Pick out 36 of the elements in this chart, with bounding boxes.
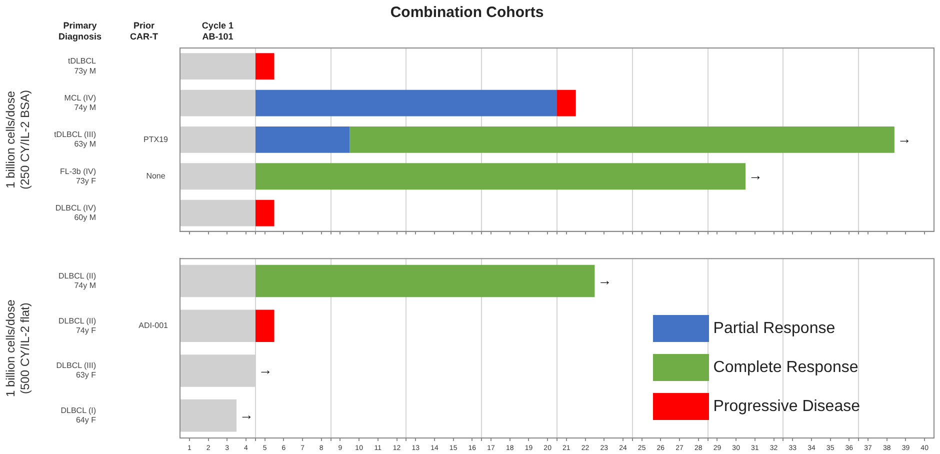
annotation: → [598,272,612,288]
text: Cycle 1 AB-101 [202,20,234,42]
annotation: → [258,362,272,378]
y-tick-label: tDLBCL (III) 63y M [54,130,96,149]
y-tick-label: FL-3b (IV) 73y F [60,166,96,186]
y-axis-title: 1 billion cells/dose (250 CY/IL-2 BSA) [4,90,32,190]
bar [180,399,237,432]
y2-tick-label: ADI-001 [138,321,169,330]
bar [255,53,274,80]
y-tick-label: DLBCL (II) 74y M [58,271,96,290]
annotation: → [240,406,254,422]
legend-label: Progressive Disease [713,398,860,416]
y2-tick-label: PTX19 [144,134,169,144]
chart-title: Combination Cohorts [390,4,544,22]
bar [255,264,595,298]
legend-label: Partial Response [713,320,836,338]
legend-label: Complete Response [713,358,858,376]
y-tick-label: DLBCL (III) 63y F [56,361,96,380]
bar [350,126,894,153]
y2-tick-label: None [146,172,166,181]
bar [255,200,274,226]
y-tick-label: DLBCL (I) 64y F [60,406,96,425]
bar [255,310,274,342]
y-tick-label: tDLBCL 73y M [68,56,97,76]
text: Primary Diagnosis [58,20,102,42]
y-tick-label: DLBCL (IV) 60y M [55,203,96,222]
annotation: → [748,167,762,184]
y-tick-label: DLBCL (II) 74y F [58,316,96,335]
bar [557,90,576,116]
y-axis-title: 1 billion cells/dose (500 CY/IL-2 flat) [4,299,32,397]
annotation: → [897,130,912,147]
bar [255,90,557,116]
y-tick-label: MCL (IV) 74y M [64,93,96,112]
text: Prior CAR-T [130,20,158,42]
bar [255,163,746,190]
bar [255,126,350,153]
